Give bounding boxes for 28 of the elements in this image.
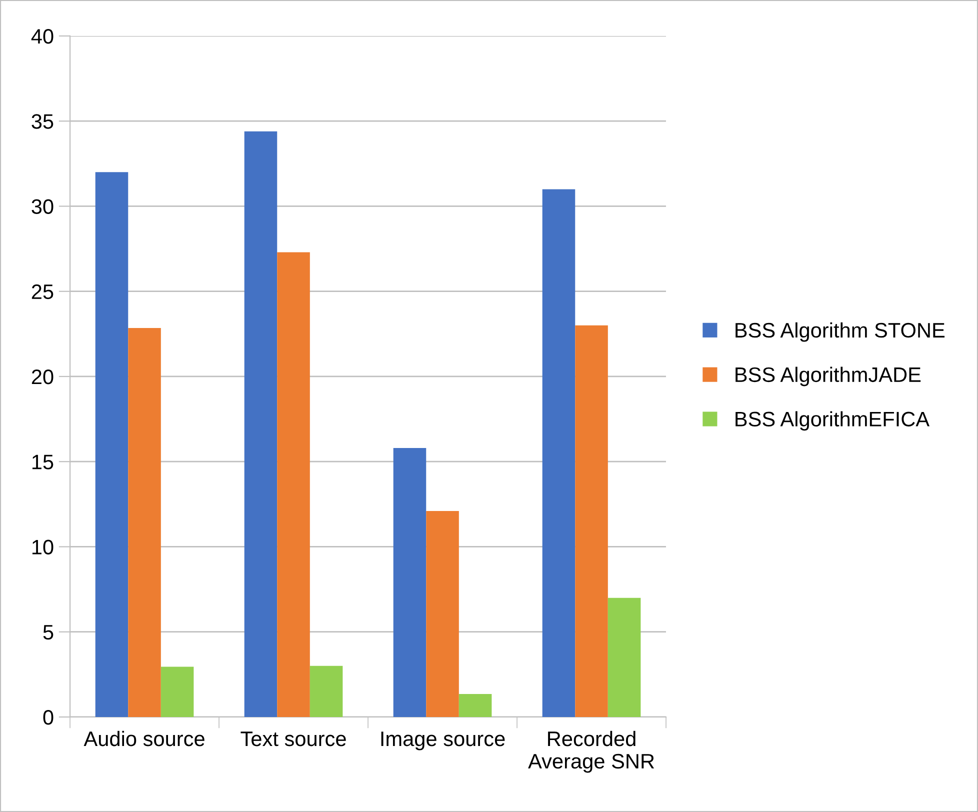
y-tick-label: 15 — [32, 454, 54, 470]
bar — [575, 325, 608, 717]
legend-label: BSS AlgorithmEFICA — [736, 411, 930, 431]
bar — [393, 448, 426, 717]
y-tick-label: 25 — [32, 284, 54, 300]
y-tick-label: 35 — [32, 114, 54, 129]
y-tick-label: 0 — [43, 710, 54, 725]
legend-label: BSS Algorithm STONE — [736, 322, 945, 342]
x-tick-label: Audio source — [84, 730, 204, 746]
legend-label: BSS AlgorithmJADE — [736, 366, 921, 386]
x-tick-label: Text source — [240, 732, 346, 746]
bar — [160, 666, 194, 717]
bar — [244, 131, 278, 717]
y-tick-label: 10 — [32, 540, 54, 554]
bar — [426, 510, 459, 717]
y-tick-label: 30 — [32, 199, 54, 214]
bar — [608, 598, 641, 717]
x-tick-label: Image source — [381, 732, 505, 750]
y-tick-label: 40 — [31, 28, 54, 44]
bar — [310, 666, 343, 717]
y-tick-label: 20 — [32, 369, 54, 384]
bar — [95, 172, 128, 717]
bar — [542, 189, 576, 717]
y-tick-label: 5 — [43, 625, 54, 640]
bar — [128, 328, 161, 717]
bar — [277, 252, 310, 717]
x-tick-label: Recorded Average SNR — [528, 730, 654, 773]
bar — [458, 694, 492, 717]
